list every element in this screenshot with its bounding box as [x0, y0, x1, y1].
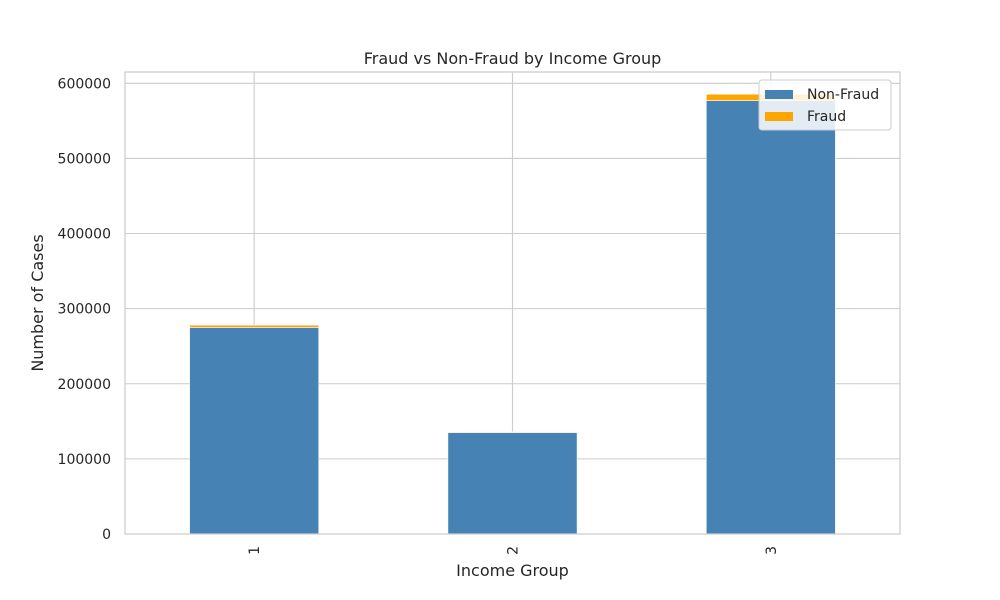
- plot-frame: [124, 71, 901, 535]
- bar-non-fraud-1: [189, 327, 320, 535]
- y-tick-label: 100000: [58, 452, 111, 468]
- chart-title: Fraud vs Non-Fraud by Income Group: [364, 49, 662, 68]
- y-tick-label: 300000: [58, 302, 111, 318]
- bar-fraud-1: [189, 324, 320, 328]
- y-tick-label: 400000: [58, 227, 111, 243]
- y-axis-label: Number of Cases: [28, 234, 47, 371]
- y-axis-ticks: 0 100000 200000 300000 400000 500000 600000: [58, 76, 111, 543]
- x-tick-label: 3: [764, 546, 780, 555]
- x-axis-ticks: 1 2 3: [247, 546, 780, 555]
- bars: [189, 93, 836, 535]
- y-tick-label: 0: [102, 527, 111, 543]
- y-tick-label: 500000: [58, 151, 111, 167]
- legend-swatch: [765, 90, 793, 99]
- bar-non-fraud-3: [705, 100, 836, 535]
- x-axis-label: Income Group: [456, 561, 569, 580]
- bar-fraud-2: [447, 431, 578, 433]
- legend-label: Non-Fraud: [807, 87, 879, 103]
- legend-label: Fraud: [807, 109, 846, 125]
- y-tick-label: 600000: [58, 76, 111, 92]
- legend-swatch: [765, 112, 793, 121]
- y-tick-label: 200000: [58, 377, 111, 393]
- x-tick-label: 1: [247, 546, 263, 555]
- legend: Non-Fraud Fraud: [758, 79, 892, 131]
- bar-non-fraud-2: [447, 432, 578, 535]
- x-tick-label: 2: [506, 546, 522, 555]
